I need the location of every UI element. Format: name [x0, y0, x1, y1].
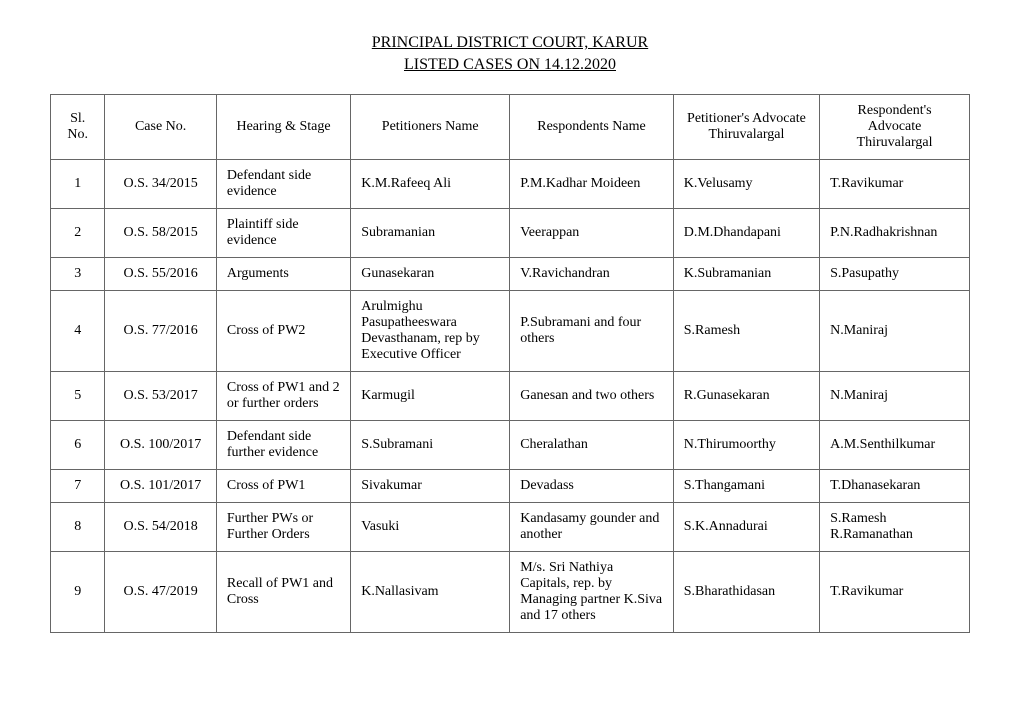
cell-radv: N.Maniraj — [820, 372, 970, 421]
cell-hearing: Cross of PW2 — [216, 291, 350, 372]
court-name: PRINCIPAL DISTRICT COURT, KARUR — [50, 34, 970, 52]
col-sno: Sl. No. — [51, 95, 105, 160]
table-row: 5O.S. 53/2017Cross of PW1 and 2 or furth… — [51, 372, 970, 421]
cell-respondent: Veerappan — [510, 209, 674, 258]
cell-hearing: Cross of PW1 and 2 or further orders — [216, 372, 350, 421]
cell-caseno: O.S. 55/2016 — [105, 258, 216, 291]
cell-radv: P.N.Radhakrishnan — [820, 209, 970, 258]
table-row: 1O.S. 34/2015Defendant side evidenceK.M.… — [51, 160, 970, 209]
cell-sno: 6 — [51, 421, 105, 470]
col-padv: Petitioner's Advocate Thiruvalargal — [673, 95, 819, 160]
cell-respondent: Cheralathan — [510, 421, 674, 470]
cell-hearing: Further PWs or Further Orders — [216, 503, 350, 552]
col-radv: Respondent's Advocate Thiruvalargal — [820, 95, 970, 160]
col-caseno: Case No. — [105, 95, 216, 160]
cell-sno: 7 — [51, 470, 105, 503]
cell-radv: N.Maniraj — [820, 291, 970, 372]
cell-padv: S.Thangamani — [673, 470, 819, 503]
cell-respondent: P.Subramani and four others — [510, 291, 674, 372]
table-row: 3O.S. 55/2016ArgumentsGunasekaranV.Ravic… — [51, 258, 970, 291]
table-header-row: Sl. No. Case No. Hearing & Stage Petitio… — [51, 95, 970, 160]
cell-caseno: O.S. 101/2017 — [105, 470, 216, 503]
cell-radv: T.Ravikumar — [820, 552, 970, 633]
cell-sno: 1 — [51, 160, 105, 209]
cell-petitioner: Subramanian — [351, 209, 510, 258]
cell-respondent: Devadass — [510, 470, 674, 503]
table-row: 8O.S. 54/2018Further PWs or Further Orde… — [51, 503, 970, 552]
cell-padv: K.Velusamy — [673, 160, 819, 209]
cell-petitioner: Arulmighu Pasupatheeswara Devasthanam, r… — [351, 291, 510, 372]
cell-respondent: P.M.Kadhar Moideen — [510, 160, 674, 209]
cell-sno: 9 — [51, 552, 105, 633]
cell-padv: S.K.Annadurai — [673, 503, 819, 552]
cell-hearing: Defendant side evidence — [216, 160, 350, 209]
cell-caseno: O.S. 47/2019 — [105, 552, 216, 633]
cell-caseno: O.S. 54/2018 — [105, 503, 216, 552]
cell-petitioner: S.Subramani — [351, 421, 510, 470]
cell-respondent: Ganesan and two others — [510, 372, 674, 421]
cell-petitioner: Gunasekaran — [351, 258, 510, 291]
cell-radv: S.Pasupathy — [820, 258, 970, 291]
table-row: 7O.S. 101/2017Cross of PW1SivakumarDevad… — [51, 470, 970, 503]
cell-padv: D.M.Dhandapani — [673, 209, 819, 258]
cell-caseno: O.S. 58/2015 — [105, 209, 216, 258]
cell-hearing: Recall of PW1 and Cross — [216, 552, 350, 633]
table-row: 4O.S. 77/2016Cross of PW2Arulmighu Pasup… — [51, 291, 970, 372]
cell-caseno: O.S. 53/2017 — [105, 372, 216, 421]
col-petitioner: Petitioners Name — [351, 95, 510, 160]
table-row: 9O.S. 47/2019Recall of PW1 and CrossK.Na… — [51, 552, 970, 633]
cell-sno: 4 — [51, 291, 105, 372]
cell-radv: T.Dhanasekaran — [820, 470, 970, 503]
cell-radv: S.Ramesh R.Ramanathan — [820, 503, 970, 552]
cell-petitioner: Sivakumar — [351, 470, 510, 503]
document-header: PRINCIPAL DISTRICT COURT, KARUR LISTED C… — [50, 34, 970, 74]
cases-table: Sl. No. Case No. Hearing & Stage Petitio… — [50, 94, 970, 633]
cell-caseno: O.S. 34/2015 — [105, 160, 216, 209]
cell-sno: 5 — [51, 372, 105, 421]
cell-padv: R.Gunasekaran — [673, 372, 819, 421]
cell-radv: A.M.Senthilkumar — [820, 421, 970, 470]
cell-padv: S.Bharathidasan — [673, 552, 819, 633]
cell-petitioner: K.Nallasivam — [351, 552, 510, 633]
cell-sno: 3 — [51, 258, 105, 291]
cell-respondent: V.Ravichandran — [510, 258, 674, 291]
table-row: 2O.S. 58/2015Plaintiff side evidenceSubr… — [51, 209, 970, 258]
cell-padv: S.Ramesh — [673, 291, 819, 372]
cell-caseno: O.S. 100/2017 — [105, 421, 216, 470]
cell-respondent: M/s. Sri Nathiya Capitals, rep. by Manag… — [510, 552, 674, 633]
cell-hearing: Plaintiff side evidence — [216, 209, 350, 258]
cell-padv: N.Thirumoorthy — [673, 421, 819, 470]
table-row: 6O.S. 100/2017Defendant side further evi… — [51, 421, 970, 470]
cell-caseno: O.S. 77/2016 — [105, 291, 216, 372]
cell-respondent: Kandasamy gounder and another — [510, 503, 674, 552]
cell-petitioner: K.M.Rafeeq Ali — [351, 160, 510, 209]
cell-hearing: Arguments — [216, 258, 350, 291]
col-respondent: Respondents Name — [510, 95, 674, 160]
cell-hearing: Defendant side further evidence — [216, 421, 350, 470]
cell-petitioner: Vasuki — [351, 503, 510, 552]
cell-sno: 2 — [51, 209, 105, 258]
cell-hearing: Cross of PW1 — [216, 470, 350, 503]
cell-padv: K.Subramanian — [673, 258, 819, 291]
cell-petitioner: Karmugil — [351, 372, 510, 421]
document-subtitle: LISTED CASES ON 14.12.2020 — [50, 56, 970, 74]
col-hearing: Hearing & Stage — [216, 95, 350, 160]
cell-radv: T.Ravikumar — [820, 160, 970, 209]
cell-sno: 8 — [51, 503, 105, 552]
